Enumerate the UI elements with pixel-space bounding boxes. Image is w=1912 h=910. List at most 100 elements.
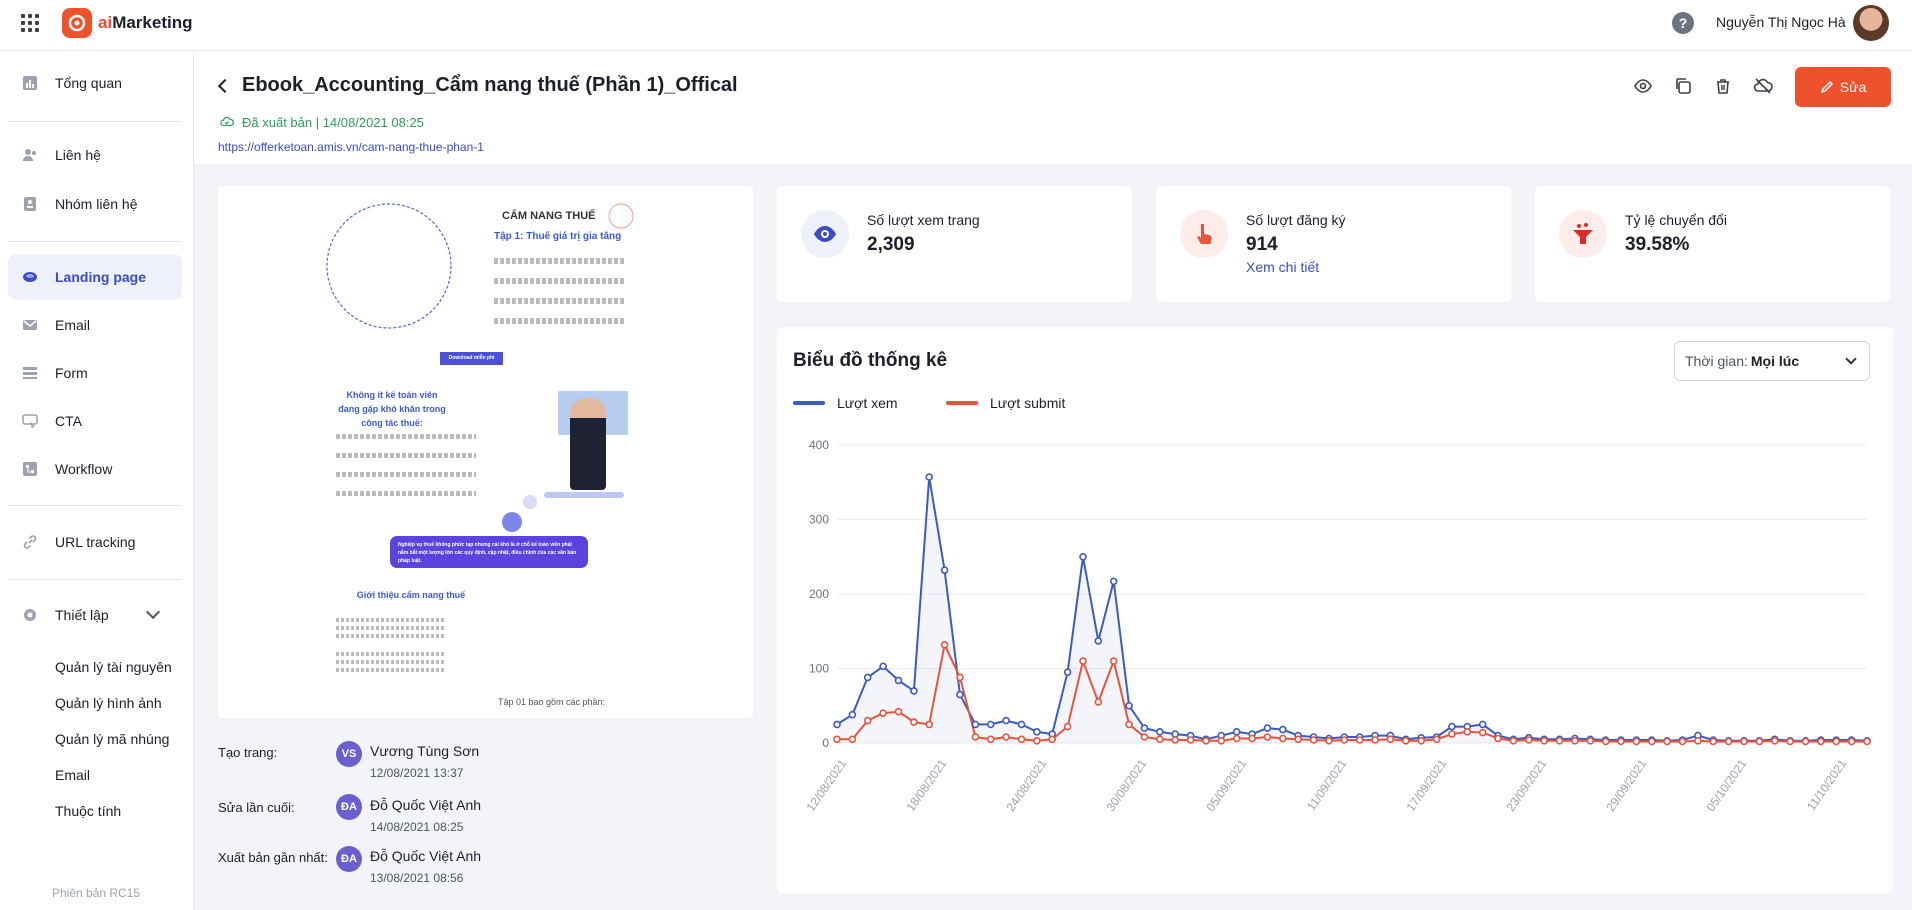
sidebar-item-contacts[interactable]: Liên hệ: [8, 132, 182, 178]
sidebar-item-email[interactable]: Email: [8, 302, 182, 348]
x-tick-label: 11/10/2021: [1804, 756, 1850, 813]
sidebar-item-workflow[interactable]: Workflow: [8, 446, 182, 492]
sidebar-divider: [8, 505, 182, 506]
data-point-views: [848, 710, 857, 719]
stat-card-views: Số lượt xem trang 2,309: [777, 186, 1132, 302]
user-avatar[interactable]: [1853, 5, 1889, 41]
data-point-views: [879, 662, 887, 671]
data-point-views: [971, 720, 980, 729]
stat-label: Số lượt đăng ký: [1246, 212, 1346, 228]
sidebar-item-label: Tổng quan: [55, 75, 122, 91]
sidebar-subitem-resources[interactable]: Quản lý tài nguyên: [55, 659, 172, 675]
data-point-views: [1079, 553, 1087, 561]
data-point-views: [1002, 716, 1010, 725]
landing-page-preview[interactable]: CẨM NANG THUẾ Tập 1: Thuế giá trị gia tă…: [218, 186, 753, 718]
group-icon: [24, 197, 36, 211]
data-point-submits: [1109, 657, 1118, 665]
x-tick-label: 24/08/2021: [1004, 756, 1050, 813]
data-point-submits: [1755, 737, 1764, 746]
eye-icon: [801, 210, 849, 258]
series-line-views: [836, 476, 1868, 742]
data-point-submits: [1571, 736, 1579, 745]
preview-bar: [544, 492, 624, 498]
back-arrow-icon[interactable]: [217, 78, 233, 94]
legend-item-submits[interactable]: Lượt submit: [946, 395, 1065, 411]
cloud-off-icon[interactable]: [1753, 76, 1773, 96]
view-details-link[interactable]: Xem chi tiết: [1246, 259, 1320, 275]
data-point-submits: [1002, 733, 1010, 741]
version-label: Phiên bản RC15: [52, 886, 141, 900]
copy-icon[interactable]: [1673, 76, 1693, 96]
data-point-submits: [1125, 720, 1133, 729]
sidebar-item-landing-page[interactable]: Landing page: [8, 254, 182, 300]
data-point-views: [863, 673, 872, 682]
stat-value: 2,309: [867, 234, 915, 255]
data-point-submits: [1432, 735, 1441, 744]
x-tick-label: 11/09/2021: [1304, 756, 1350, 813]
sidebar-item-label: Thiết lập: [55, 607, 109, 623]
legend-item-views[interactable]: Lượt xem: [793, 395, 898, 411]
page-header: Ebook_Accounting_Cẩm nang thuế (Phần 1)_…: [194, 51, 1912, 164]
apps-grid-icon[interactable]: [21, 14, 39, 32]
data-point-views: [1140, 724, 1149, 732]
help-icon[interactable]: ?: [1672, 12, 1694, 34]
user-name[interactable]: Nguyễn Thị Ngọc Hà: [1716, 14, 1846, 30]
data-point-submits: [925, 720, 933, 729]
y-tick-label: 200: [809, 587, 829, 601]
data-point-submits: [1417, 736, 1426, 745]
preview-footer-text: Tập 01 bao gồm các phần:: [498, 697, 606, 707]
x-tick-label: 05/09/2021: [1204, 756, 1250, 813]
preview-paragraph: [336, 614, 446, 676]
data-point-submits: [1263, 733, 1272, 741]
data-point-submits: [1294, 735, 1303, 744]
data-point-submits: [1801, 737, 1810, 746]
sidebar-item-cta[interactable]: CTA: [8, 398, 182, 444]
mail-icon: [23, 320, 37, 330]
eye-icon[interactable]: [1633, 76, 1653, 96]
sidebar-item-label: Nhóm liên hệ: [55, 196, 138, 212]
data-point-submits: [956, 673, 964, 682]
line-chart: 0 100 200 300 400 12/08/2021 18/08/2021 24/08/2…: [804, 438, 1871, 814]
sidebar-subitem-attributes[interactable]: Thuộc tính: [55, 803, 122, 819]
app-logo[interactable]: aiMarketing: [62, 8, 192, 38]
data-point-submits: [1601, 737, 1610, 746]
cta-icon: [22, 414, 38, 429]
preview-person: [570, 398, 606, 490]
data-point-submits: [986, 735, 995, 744]
stat-value: 914: [1246, 234, 1278, 255]
sidebar-item-contact-groups[interactable]: Nhóm liên hệ: [8, 181, 182, 227]
time-range-select[interactable]: Thời gian: Mọi lúc: [1674, 341, 1870, 381]
stat-card-registrations: Số lượt đăng ký 914 Xem chi tiết: [1156, 186, 1511, 302]
page-url-link[interactable]: https://offerketoan.amis.vn/cam-nang-thu…: [218, 140, 484, 154]
data-point-views: [1017, 720, 1026, 729]
data-point-submits: [1555, 736, 1564, 745]
sidebar-subitem-embed-codes[interactable]: Quản lý mã nhúng: [55, 731, 170, 747]
preview-bullet-block: [494, 252, 624, 330]
sidebar-subitem-email[interactable]: Email: [55, 767, 91, 783]
meta-published-label: Xuất bản gần nhất:: [218, 850, 328, 865]
sidebar-item-url-tracking[interactable]: URL tracking: [8, 519, 182, 565]
data-point-views: [1033, 727, 1041, 736]
page-title: Ebook_Accounting_Cẩm nang thuế (Phần 1)_…: [242, 74, 738, 96]
time-range-value: Mọi lúc: [1750, 353, 1800, 369]
edit-button[interactable]: Sửa: [1795, 67, 1891, 107]
sidebar-subitem-images[interactable]: Quản lý hình ảnh: [55, 695, 162, 711]
data-point-views: [1063, 668, 1072, 677]
avatar: ĐA: [336, 846, 362, 872]
data-point-submits: [1033, 736, 1041, 745]
legend-label: Lượt xem: [837, 395, 898, 411]
data-point-submits: [1094, 698, 1103, 706]
publish-status: Đã xuất bản | 14/08/2021 08:25: [242, 115, 424, 130]
sidebar-item-overview[interactable]: Tổng quan: [8, 60, 182, 106]
preview-dot-big: [502, 512, 522, 532]
data-point-submits: [1202, 736, 1210, 745]
legend-swatch-submits: [946, 401, 978, 405]
sidebar-item-form[interactable]: Form: [8, 350, 182, 396]
sidebar-item-settings[interactable]: Thiết lập: [8, 592, 182, 638]
trash-icon[interactable]: [1713, 76, 1733, 96]
data-point-views: [1232, 727, 1241, 736]
data-point-views: [956, 690, 964, 699]
data-point-views: [1094, 637, 1103, 645]
data-point-submits: [1017, 735, 1026, 744]
data-point-submits: [1724, 737, 1733, 746]
